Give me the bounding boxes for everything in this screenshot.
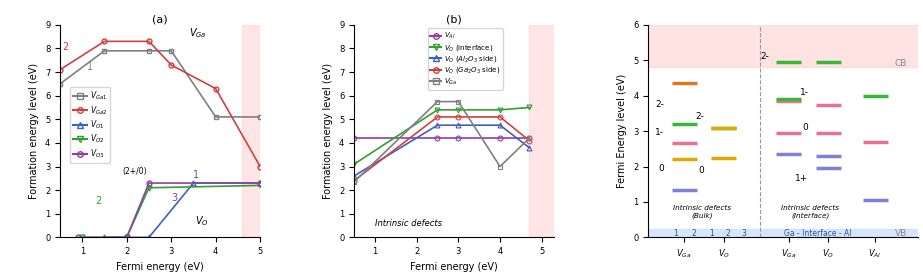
Text: 3: 3 xyxy=(741,229,746,238)
Text: 1-: 1- xyxy=(799,88,809,97)
Text: 2: 2 xyxy=(62,42,68,52)
Text: (2+/0): (2+/0) xyxy=(122,167,147,176)
Text: Intrinsic defects: Intrinsic defects xyxy=(375,219,442,227)
Legend: $V_{Ga1}$, $V_{Ga2}$, $V_{O1}$, $V_{O2}$, $V_{O3}$: $V_{Ga1}$, $V_{Ga2}$, $V_{O1}$, $V_{O2}$… xyxy=(70,87,110,163)
Text: 1-: 1- xyxy=(655,128,665,137)
Title: (b): (b) xyxy=(447,14,462,24)
Text: 1: 1 xyxy=(709,229,713,238)
Text: 1: 1 xyxy=(194,170,199,180)
X-axis label: Fermi energy (eV): Fermi energy (eV) xyxy=(411,262,498,272)
Text: 2: 2 xyxy=(96,196,102,206)
Bar xyxy=(529,25,554,237)
Text: 2: 2 xyxy=(692,229,697,238)
Text: $V_O$: $V_O$ xyxy=(196,214,210,228)
Text: 2-: 2- xyxy=(695,112,704,121)
Text: 2-: 2- xyxy=(760,52,769,61)
Text: Ga - Interface - Al: Ga - Interface - Al xyxy=(784,229,851,238)
Y-axis label: Formation energy level (eV): Formation energy level (eV) xyxy=(30,63,40,199)
Text: CB: CB xyxy=(895,59,907,68)
Text: 0: 0 xyxy=(698,166,704,174)
Title: (a): (a) xyxy=(152,14,168,24)
Text: 3: 3 xyxy=(171,193,177,203)
Y-axis label: Fermi Energy level (eV): Fermi Energy level (eV) xyxy=(617,74,628,188)
Text: 1: 1 xyxy=(87,62,93,72)
Bar xyxy=(243,25,260,237)
Text: 1+: 1+ xyxy=(796,174,809,184)
Bar xyxy=(648,25,918,67)
Text: VB: VB xyxy=(895,229,907,238)
Text: 0: 0 xyxy=(659,164,665,173)
Text: 0: 0 xyxy=(803,123,809,132)
Bar xyxy=(648,229,918,237)
Y-axis label: Formation energy level (eV): Formation energy level (eV) xyxy=(323,63,333,199)
Text: $V_{Ga}$: $V_{Ga}$ xyxy=(189,27,207,41)
Text: Intrinsic defects
(Interface): Intrinsic defects (Interface) xyxy=(781,205,839,219)
X-axis label: Fermi energy (eV): Fermi energy (eV) xyxy=(116,262,204,272)
Text: 2: 2 xyxy=(725,229,730,238)
Text: 1: 1 xyxy=(673,229,677,238)
Text: Intrinsic defects
(Bulk): Intrinsic defects (Bulk) xyxy=(673,205,731,219)
Legend: $V_{Al}$, $V_O$ (interface), $V_O$ ($Al_2O_3$ side), $V_O$ ($Ga_2O_3$ side), $V_: $V_{Al}$, $V_O$ (interface), $V_O$ ($Al_… xyxy=(427,28,503,90)
Text: 2-: 2- xyxy=(655,100,665,109)
